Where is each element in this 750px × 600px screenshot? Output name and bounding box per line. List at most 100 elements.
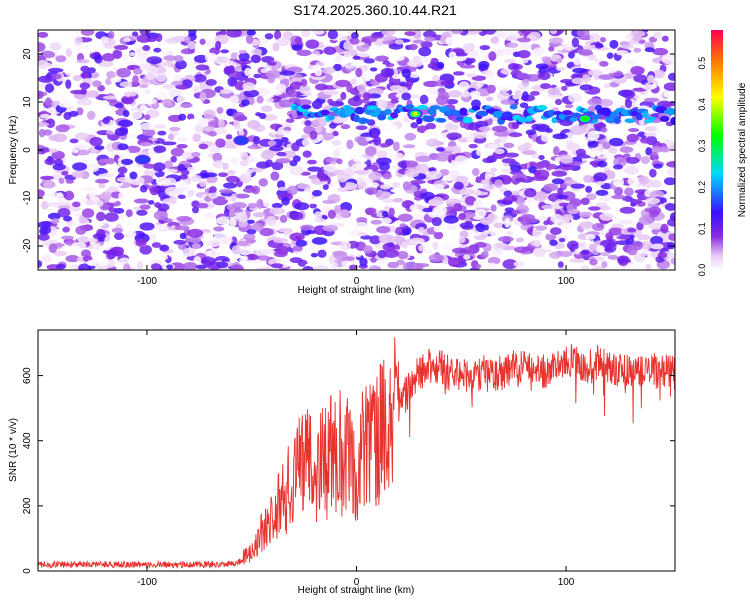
heatmap-cell: [432, 240, 439, 250]
heatmap-cell: [139, 142, 153, 147]
snr-series-line: [38, 337, 675, 570]
heatmap-cell: [657, 251, 668, 259]
heatmap-band-cell: [427, 108, 437, 116]
heatmap-cell: [517, 37, 531, 43]
heatmap-band-cell: [354, 106, 365, 115]
heatmap-cell: [196, 202, 209, 209]
heatmap-cell: [97, 237, 105, 242]
heatmap-cell: [123, 263, 131, 270]
heatmap-cell: [313, 264, 330, 270]
heatmap-cell: [423, 128, 440, 139]
heatmap-cell: [71, 170, 85, 179]
heatmap-cell: [568, 161, 583, 166]
heatmap-cell: [192, 85, 200, 94]
heatmap-cell: [630, 198, 638, 206]
heatmap-cell: [580, 265, 590, 270]
heatmap-cell: [668, 233, 675, 242]
heatmap-cell: [202, 172, 218, 178]
heatmap-cell: [405, 79, 414, 87]
heatmap-cell: [400, 161, 407, 170]
heatmap-cell: [474, 209, 487, 218]
heatmap-cell: [381, 217, 392, 225]
heatmap-cell: [195, 64, 210, 71]
heatmap-cell: [650, 243, 664, 250]
heatmap-cell: [190, 174, 202, 182]
heatmap-cell: [302, 150, 312, 158]
heatmap-cell: [271, 202, 283, 209]
heatmap-band-cell: [466, 116, 473, 124]
heatmap-cell: [63, 190, 75, 201]
heatmap-cell: [626, 263, 638, 269]
heatmap-cell: [403, 160, 419, 168]
heatmap-cell: [208, 186, 217, 194]
heatmap-cell: [592, 265, 605, 270]
heatmap-cell: [43, 180, 56, 189]
heatmap-cell: [176, 143, 188, 149]
heatmap-cell: [274, 130, 291, 136]
heatmap-cell: [527, 265, 538, 270]
heatmap-cell: [463, 246, 475, 255]
heatmap-cell: [64, 68, 78, 77]
heatmap-cell: [390, 188, 397, 193]
heatmap-cell: [188, 118, 199, 124]
heatmap-cell: [113, 232, 125, 240]
heatmap-cell: [428, 253, 445, 262]
heatmap-cell: [295, 239, 308, 247]
heatmap-cell: [215, 40, 222, 50]
heatmap-cell: [47, 202, 62, 207]
heatmap-cell: [170, 155, 177, 163]
heatmap-cell: [279, 70, 296, 76]
heatmap-cell: [379, 184, 392, 190]
line-x-axis-label: Height of straight line (km): [298, 585, 415, 596]
heatmap-cell: [44, 74, 52, 80]
heatmap-x-tick-label: -100: [137, 276, 157, 287]
heatmap-cell: [383, 248, 400, 259]
heatmap-cell: [61, 235, 75, 240]
heatmap-band-cell: [666, 107, 675, 116]
heatmap-cell: [557, 187, 564, 196]
heatmap-cell: [636, 142, 649, 148]
heatmap-cell: [72, 201, 81, 208]
heatmap-cell: [513, 261, 525, 267]
heatmap-cell: [475, 149, 483, 156]
heatmap-cell: [258, 178, 268, 187]
heatmap-cell: [191, 206, 200, 214]
heatmap-cell: [548, 94, 563, 100]
heatmap-cell: [619, 206, 636, 214]
heatmap-cell: [247, 202, 258, 209]
heatmap-cell: [505, 35, 517, 41]
heatmap-cell: [635, 198, 643, 204]
heatmap-cell: [600, 127, 608, 133]
heatmap-cell: [356, 217, 368, 223]
heatmap-cell: [585, 185, 593, 193]
heatmap-cell: [353, 170, 370, 175]
heatmap-cell: [595, 189, 609, 196]
heatmap-cell: [292, 168, 305, 173]
line-y-axis-label: SNR (10 * v/v): [8, 418, 19, 482]
heatmap-cell: [640, 156, 651, 165]
heatmap-cell: [117, 143, 129, 151]
heatmap-cell: [471, 99, 481, 109]
heatmap-cell: [38, 189, 45, 198]
heatmap-cell: [549, 239, 558, 246]
heatmap-cell: [208, 131, 217, 137]
heatmap-cell: [532, 47, 545, 56]
heatmap-cell: [616, 212, 632, 218]
heatmap-cell: [80, 65, 90, 73]
heatmap-cell: [275, 158, 291, 164]
heatmap-cell: [669, 215, 675, 221]
heatmap-cell: [311, 99, 323, 110]
heatmap-cell: [606, 52, 614, 59]
heatmap-cell: [307, 166, 322, 172]
heatmap-cell: [664, 177, 675, 186]
heatmap-cell: [425, 122, 437, 130]
heatmap-cell: [556, 45, 564, 51]
heatmap-cell: [121, 95, 132, 104]
heatmap-cell: [572, 67, 588, 74]
heatmap-cell: [282, 150, 296, 159]
heatmap-cell: [72, 74, 82, 82]
heatmap-cell: [321, 132, 335, 141]
line-x-tick-label: -100: [137, 577, 157, 588]
heatmap-cell: [378, 233, 393, 244]
